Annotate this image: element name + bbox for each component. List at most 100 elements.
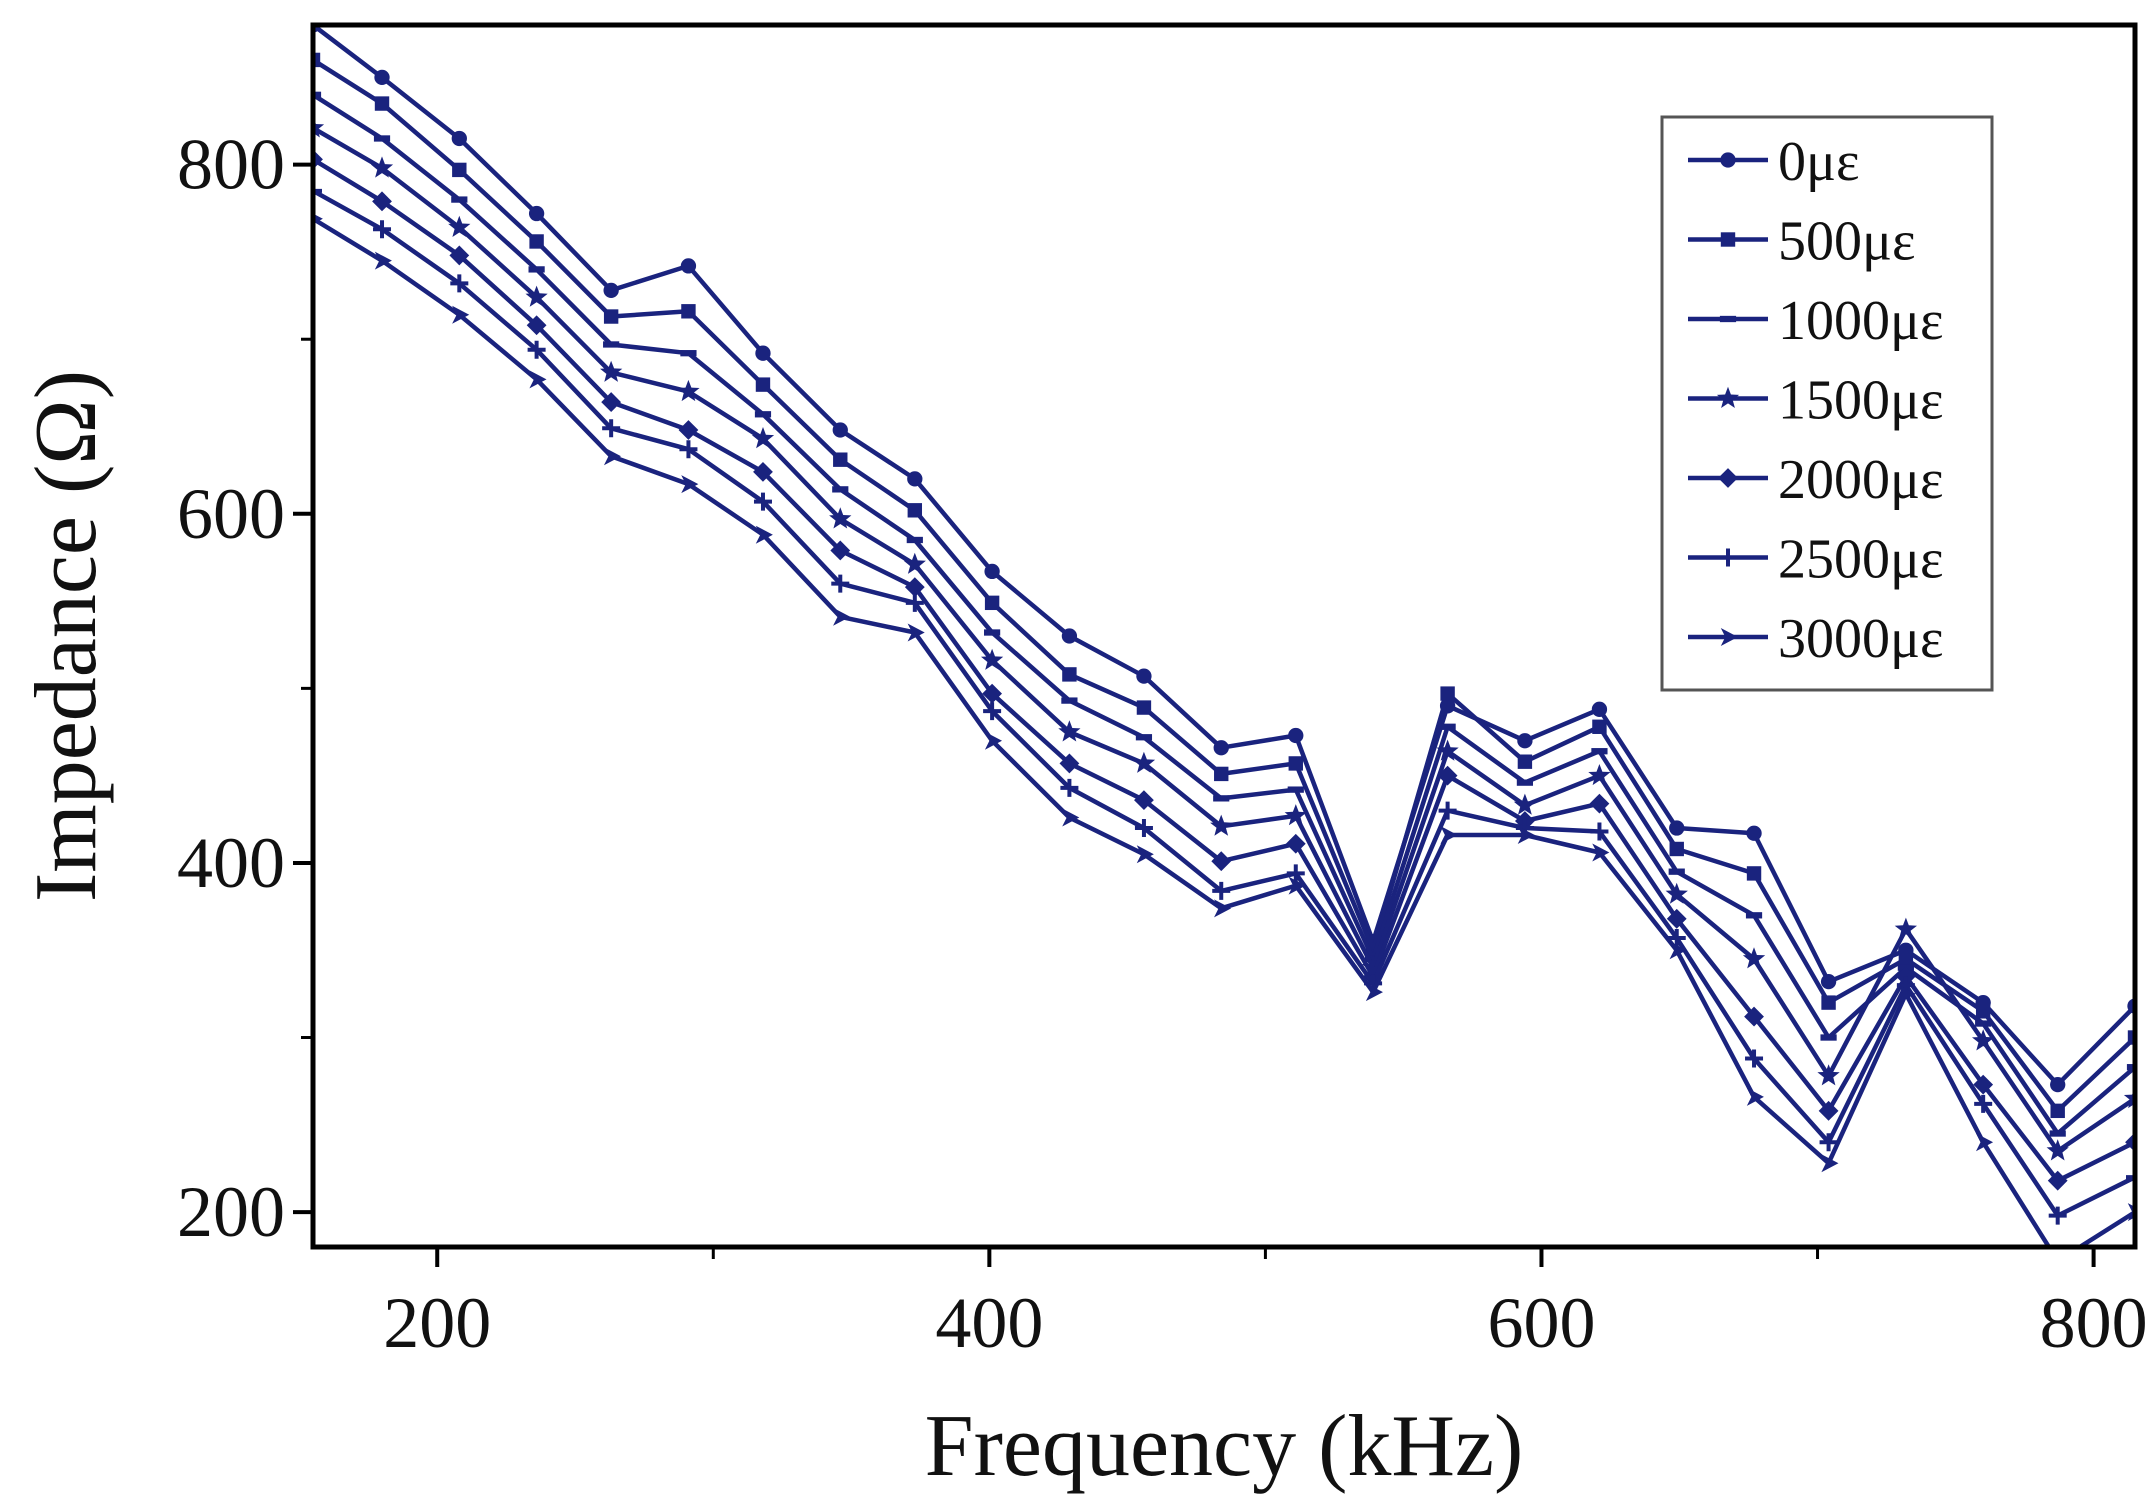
data-point xyxy=(451,196,468,203)
data-point xyxy=(1134,819,1153,838)
series-3000με xyxy=(313,213,2135,1270)
data-point xyxy=(982,683,1003,704)
data-point xyxy=(603,309,619,324)
data-point xyxy=(905,593,924,612)
data-point xyxy=(1516,779,1534,786)
legend-marker xyxy=(1716,386,1740,408)
data-point xyxy=(1438,801,1457,820)
y-tick-label: 200 xyxy=(177,1172,285,1252)
legend-marker xyxy=(1718,468,1738,488)
x-tick-label: 200 xyxy=(383,1283,491,1363)
data-point xyxy=(681,475,699,494)
data-point xyxy=(1136,845,1154,864)
y-tick-label: 400 xyxy=(177,823,285,903)
data-point xyxy=(1136,700,1152,715)
data-point xyxy=(1437,765,1458,786)
data-point xyxy=(753,492,772,511)
data-point xyxy=(1744,1006,1764,1027)
data-point xyxy=(528,205,545,222)
data-point xyxy=(1975,1133,1994,1152)
data-point xyxy=(1975,1004,1991,1019)
legend-item: 2500με xyxy=(1688,529,1944,591)
data-point xyxy=(1972,1029,1995,1051)
data-point xyxy=(1667,929,1686,948)
data-point xyxy=(755,525,773,544)
data-point xyxy=(527,340,546,359)
data-point xyxy=(1135,734,1153,741)
data-point xyxy=(907,623,925,642)
data-point xyxy=(906,536,923,544)
data-point xyxy=(984,563,1000,580)
data-point xyxy=(1745,1049,1764,1068)
data-point xyxy=(451,130,467,147)
data-point xyxy=(2046,1139,2069,1161)
data-point xyxy=(1821,995,1836,1010)
data-point xyxy=(1440,686,1455,701)
data-point xyxy=(1213,740,1229,756)
data-point xyxy=(832,422,848,438)
data-point xyxy=(1440,826,1458,845)
data-point xyxy=(1365,983,1383,1002)
data-point xyxy=(831,574,850,593)
data-point xyxy=(2126,1168,2135,1187)
data-point xyxy=(1517,733,1533,749)
legend-marker xyxy=(1720,232,1736,247)
data-point xyxy=(1210,814,1233,836)
data-point xyxy=(1973,1074,1994,1095)
data-point xyxy=(529,370,547,389)
data-point xyxy=(1665,882,1688,904)
data-point xyxy=(1134,790,1154,810)
data-point xyxy=(1592,719,1607,734)
legend-label: 2000με xyxy=(1778,449,1944,511)
data-point xyxy=(2051,1252,2068,1270)
data-point xyxy=(602,419,621,438)
data-point xyxy=(528,266,545,273)
data-point xyxy=(373,220,392,239)
legend-label: 1000με xyxy=(1778,290,1944,352)
data-point xyxy=(751,427,775,449)
legend-label: 0με xyxy=(1778,131,1860,193)
data-point xyxy=(984,731,1003,750)
data-point xyxy=(833,452,848,467)
data-point xyxy=(1517,754,1533,769)
data-point xyxy=(313,116,325,138)
data-point xyxy=(449,245,470,266)
data-point xyxy=(1213,795,1230,802)
data-point xyxy=(372,191,392,212)
data-point xyxy=(1591,701,1608,717)
data-point xyxy=(830,540,851,561)
data-point xyxy=(374,251,392,270)
data-point xyxy=(374,69,390,86)
data-point xyxy=(603,447,622,466)
data-point xyxy=(1061,628,1078,644)
data-point xyxy=(1746,866,1762,881)
data-point xyxy=(2123,1086,2135,1109)
legend-item: 1000με xyxy=(1688,290,1944,352)
data-point xyxy=(755,377,771,392)
legend-marker xyxy=(1719,315,1737,323)
data-point xyxy=(1286,864,1305,883)
data-point xyxy=(2047,1170,2068,1191)
y-tick-label: 800 xyxy=(177,125,285,205)
data-point xyxy=(678,420,699,440)
data-point xyxy=(1288,876,1306,895)
data-point xyxy=(755,345,771,361)
data-point xyxy=(313,181,322,200)
data-point xyxy=(1058,720,1081,742)
data-point xyxy=(1513,793,1536,815)
data-point xyxy=(904,577,925,598)
data-point xyxy=(829,507,852,529)
data-point xyxy=(1214,766,1229,782)
data-point xyxy=(1285,833,1306,854)
data-point xyxy=(1669,841,1684,857)
data-point xyxy=(1284,804,1307,826)
plot-frame xyxy=(310,22,2138,1250)
data-point xyxy=(1818,1100,1839,1121)
data-point xyxy=(679,440,698,459)
data-point xyxy=(450,274,469,293)
data-point xyxy=(1975,1020,1992,1027)
legend-item: 0με xyxy=(1688,131,1860,193)
legend-label: 1500με xyxy=(1778,370,1944,432)
data-point xyxy=(1666,908,1687,929)
